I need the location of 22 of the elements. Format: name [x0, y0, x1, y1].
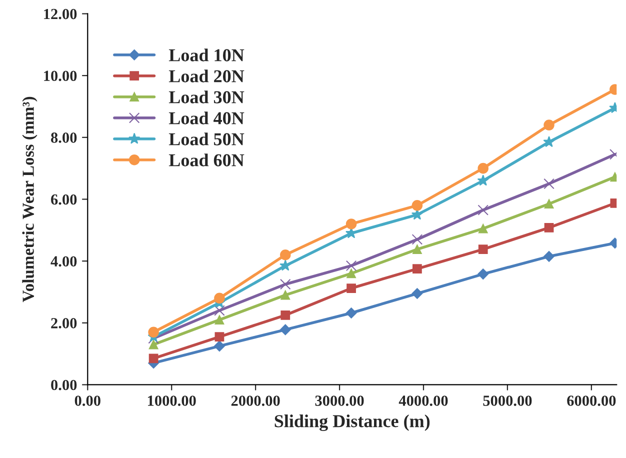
y-tick-label: 10.00 [44, 70, 77, 82]
x-tick-label: 6000.00 [567, 396, 616, 406]
y-tick-label: 2.00 [51, 318, 77, 328]
y-tick-label: 0.00 [51, 380, 77, 390]
y-tick-label: 12.00 [44, 8, 77, 20]
legend-label: Load 10N [168, 48, 244, 62]
legend-label: Load 50N [168, 132, 244, 146]
legend-label: Load 60N [168, 154, 244, 166]
y-axis-title: Volumetric Wear Loss (mm³) [22, 96, 38, 302]
x-tick-label: 2000.00 [231, 396, 280, 406]
legend-label: Load 20N [168, 70, 244, 82]
x-tick-label: 1000.00 [148, 396, 196, 406]
x-tick-label: 5000.00 [483, 396, 532, 406]
legend-label: Load 30N [168, 90, 244, 104]
y-tick-label: 8.00 [50, 132, 77, 143]
x-tick-label: 0.00 [74, 396, 100, 406]
y-tick-label: 4.00 [50, 256, 77, 267]
y-tick-label: 6.00 [51, 194, 77, 205]
x-tick-label: 4000.00 [398, 396, 448, 406]
legend-label: Load 40N [168, 112, 244, 124]
x-tick-label: 3000.00 [315, 396, 364, 406]
x-axis-title: Sliding Distance (m) [274, 414, 430, 432]
